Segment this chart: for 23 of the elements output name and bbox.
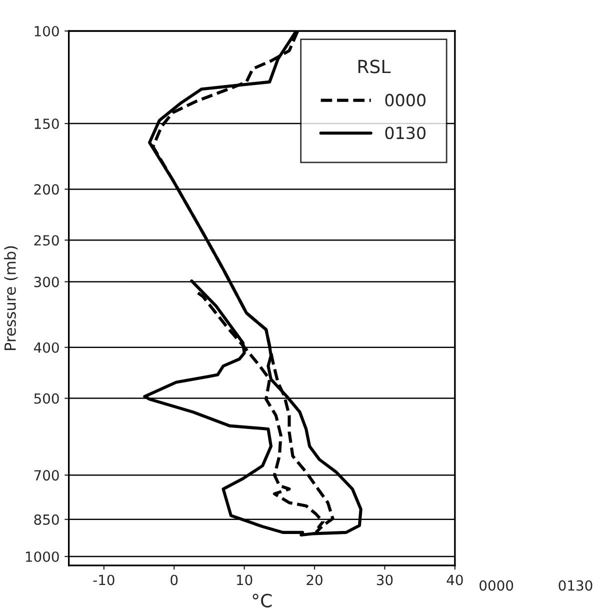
x-tick-label: 10: [237, 574, 252, 586]
y-tick-label: 100: [34, 26, 59, 36]
legend-label: 0130: [385, 126, 426, 140]
x-tick-label: -10: [93, 574, 114, 586]
legend-label: 0000: [385, 94, 426, 106]
legend-title: RSL: [358, 60, 391, 74]
text: 0130: [558, 580, 592, 591]
y-axis-title: Pressure (mb): [4, 246, 18, 350]
x-tick-label: 30: [376, 574, 393, 586]
y-tick-label: 500: [34, 393, 59, 404]
y-tick-label: 850: [34, 514, 59, 525]
y-tick-label: 200: [34, 184, 59, 195]
y-tick-label: 150: [34, 118, 59, 130]
y-tick-label: 300: [34, 276, 59, 288]
y-tick-label: 700: [34, 470, 59, 481]
x-tick-label: 40: [446, 574, 463, 586]
x-axis-title: °C: [252, 594, 272, 608]
text: 0000: [480, 580, 514, 591]
y-tick-label: 250: [34, 235, 59, 246]
x-tick-label: 0: [170, 574, 178, 586]
y-tick-label: 1000: [26, 551, 59, 562]
x-tick-label: 20: [306, 574, 322, 586]
y-tick-label: 400: [34, 342, 59, 353]
